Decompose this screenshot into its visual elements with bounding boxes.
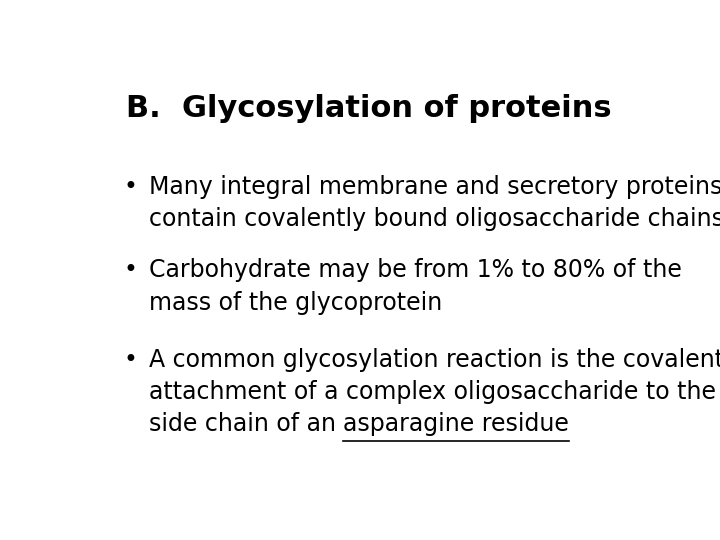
Text: attachment of a complex oligosaccharide to the: attachment of a complex oligosaccharide … — [148, 380, 716, 404]
Text: •: • — [124, 175, 138, 199]
Text: side chain of an: side chain of an — [148, 413, 343, 436]
Text: mass of the glycoprotein: mass of the glycoprotein — [148, 291, 442, 315]
Text: Carbohydrate may be from 1% to 80% of the: Carbohydrate may be from 1% to 80% of th… — [148, 258, 681, 282]
Text: •: • — [124, 258, 138, 282]
Text: •: • — [124, 348, 138, 372]
Text: Many integral membrane and secretory proteins: Many integral membrane and secretory pro… — [148, 175, 720, 199]
Text: asparagine residue: asparagine residue — [343, 413, 569, 436]
Text: contain covalently bound oligosaccharide chains: contain covalently bound oligosaccharide… — [148, 207, 720, 232]
Text: B.  Glycosylation of proteins: B. Glycosylation of proteins — [126, 94, 612, 123]
Text: A common glycosylation reaction is the covalent: A common glycosylation reaction is the c… — [148, 348, 720, 372]
